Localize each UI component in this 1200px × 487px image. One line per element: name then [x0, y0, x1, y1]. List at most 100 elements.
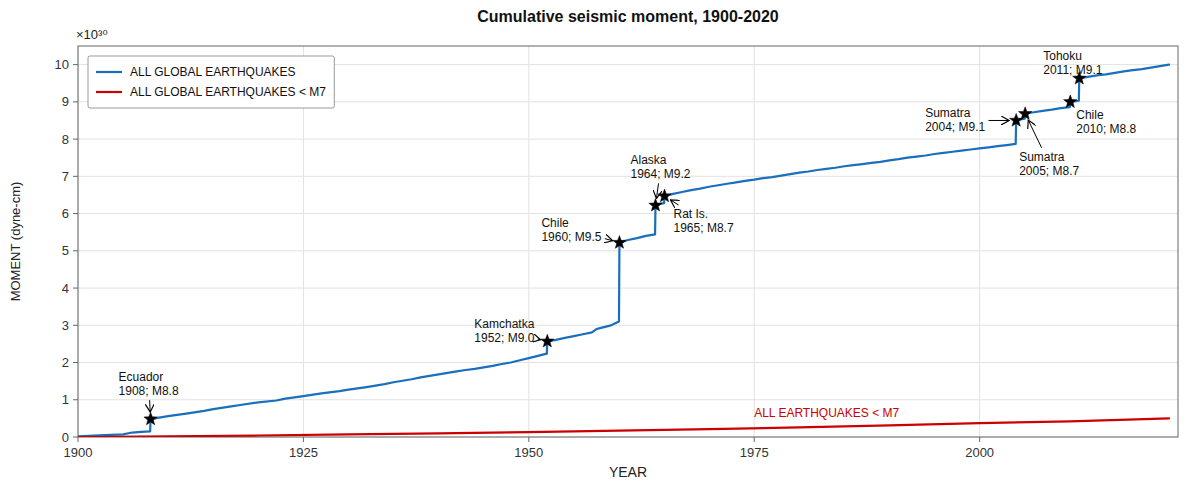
- y-grid-line: [78, 139, 1178, 140]
- annotation-arrow: [1028, 120, 1041, 148]
- x-tick: [303, 437, 304, 442]
- annotation-text: Ecuador1908; M8.8: [119, 370, 179, 398]
- star-marker: [1019, 107, 1032, 120]
- annotation-text: Sumatra2004; M9.1: [925, 106, 985, 134]
- plot-frame: [78, 46, 1178, 437]
- axes: 19001925195019752000012345678910: [55, 57, 995, 460]
- x-tick: [979, 437, 980, 442]
- y-tick: [73, 176, 78, 177]
- series-line: [78, 418, 1169, 437]
- star-marker: [658, 189, 671, 202]
- y-tick-label: 2: [62, 355, 69, 370]
- y-tick-label: 0: [62, 430, 69, 445]
- star-marker: [144, 412, 157, 425]
- x-tick-label: 1975: [740, 445, 769, 460]
- annotation-arrow: [989, 120, 1010, 121]
- legend-swatch: [96, 91, 122, 93]
- y-axis-label: MOMENT (dyne-cm): [8, 182, 23, 302]
- y-tick-label: 1: [62, 392, 69, 407]
- annotation-arrow: [656, 183, 658, 198]
- star-marker: [541, 334, 554, 347]
- star-marker: [613, 236, 626, 249]
- annotation-line: Kamchatka: [474, 317, 534, 331]
- y-tick: [73, 213, 78, 214]
- annotation-line: Rat Is.: [674, 207, 709, 221]
- x-grid-line: [754, 46, 755, 437]
- chart: 19001925195019752000012345678910YEARMOME…: [0, 0, 1200, 487]
- x-tick: [754, 437, 755, 442]
- y-tick: [73, 325, 78, 326]
- legend-swatch: [96, 71, 122, 73]
- annotation-line: Alaska: [631, 153, 667, 167]
- y-grid-line: [78, 213, 1178, 214]
- y-tick: [73, 250, 78, 251]
- background: [0, 0, 1200, 487]
- annotation-line: 1964; M9.2: [631, 167, 691, 181]
- legend: ALL GLOBAL EARTHQUAKES ALL GLOBAL EARTHQU…: [88, 56, 334, 108]
- y-grid-line: [78, 325, 1178, 326]
- legend-box: [88, 56, 334, 108]
- annotation-line: Ecuador: [119, 370, 164, 384]
- annotation-line: 2004; M9.1: [925, 120, 985, 134]
- x-tick: [78, 437, 79, 442]
- star-marker: [649, 198, 662, 211]
- annotation-line: Tohoku: [1043, 49, 1082, 63]
- annotation-text: Rat Is.1965; M8.7: [674, 207, 734, 235]
- x-grid-line: [979, 46, 980, 437]
- series-line: [78, 65, 1169, 437]
- y-tick: [73, 399, 78, 400]
- y-tick-label: 8: [62, 132, 69, 147]
- annotation-line: Sumatra: [925, 106, 971, 120]
- annotation-text: Kamchatka1952; M9.0: [474, 317, 534, 345]
- annotation-arrow: [538, 339, 541, 341]
- y-grid-line: [78, 399, 1178, 400]
- y-tick-label: 9: [62, 94, 69, 109]
- grid: [78, 46, 1178, 437]
- y-tick-label: 4: [62, 281, 69, 296]
- annotation-line: 2010; M8.8: [1076, 122, 1136, 136]
- annotation-text: Tohoku2011; M9.1: [1043, 49, 1102, 77]
- annotation-line: 2005; M8.7: [1019, 164, 1079, 178]
- y-tick-label: 3: [62, 318, 69, 333]
- annotation-line: 1960; M9.5: [541, 230, 601, 244]
- x-tick-label: 2000: [965, 445, 994, 460]
- annotation-line: 1908; M8.8: [119, 384, 179, 398]
- annotation-line: 1952; M9.0: [474, 331, 534, 345]
- y-grid-line: [78, 362, 1178, 363]
- star-marker: [1064, 95, 1077, 108]
- annotation-arrow: [670, 200, 678, 205]
- annotation-line: Sumatra: [1019, 150, 1065, 164]
- y-tick: [73, 362, 78, 363]
- annotation-line: Chile: [541, 216, 569, 230]
- y-tick: [73, 101, 78, 102]
- legend-entry: ALL GLOBAL EARTHQUAKES: [130, 65, 296, 79]
- legend-entry: ALL GLOBAL EARTHQUAKES < M7: [130, 85, 326, 99]
- line-label: ALL EARTHQUAKES < M7: [754, 406, 899, 420]
- y-tick: [73, 64, 78, 65]
- y-scale-label: ×10³⁰: [76, 27, 108, 42]
- x-axis-label: YEAR: [609, 464, 647, 480]
- x-tick: [528, 437, 529, 442]
- annotation-text: Alaska1964; M9.2: [631, 153, 691, 181]
- y-tick: [73, 139, 78, 140]
- x-grid-line: [528, 46, 529, 437]
- data-area: [78, 65, 1169, 437]
- x-tick-label: 1950: [514, 445, 543, 460]
- y-tick-label: 7: [62, 169, 69, 184]
- y-grid-line: [78, 176, 1178, 177]
- annotation-line: 1965; M8.7: [674, 221, 734, 235]
- y-tick-label: 10: [55, 57, 69, 72]
- y-grid-line: [78, 288, 1178, 289]
- annotation-line: Chile: [1076, 108, 1104, 122]
- annotation-text: Sumatra2005; M8.7: [1019, 150, 1079, 178]
- annotation-text: Chile1960; M9.5: [541, 216, 601, 244]
- y-tick: [73, 288, 78, 289]
- annotation-arrow: [149, 400, 151, 412]
- y-tick: [73, 437, 78, 438]
- y-tick-label: 5: [62, 243, 69, 258]
- x-tick-label: 1925: [289, 445, 318, 460]
- title: Cumulative seismic moment, 1900-2020: [477, 8, 779, 25]
- annotation-arrow: [605, 239, 613, 241]
- y-grid-line: [78, 250, 1178, 251]
- annotation-line: 2011; M9.1: [1043, 63, 1102, 77]
